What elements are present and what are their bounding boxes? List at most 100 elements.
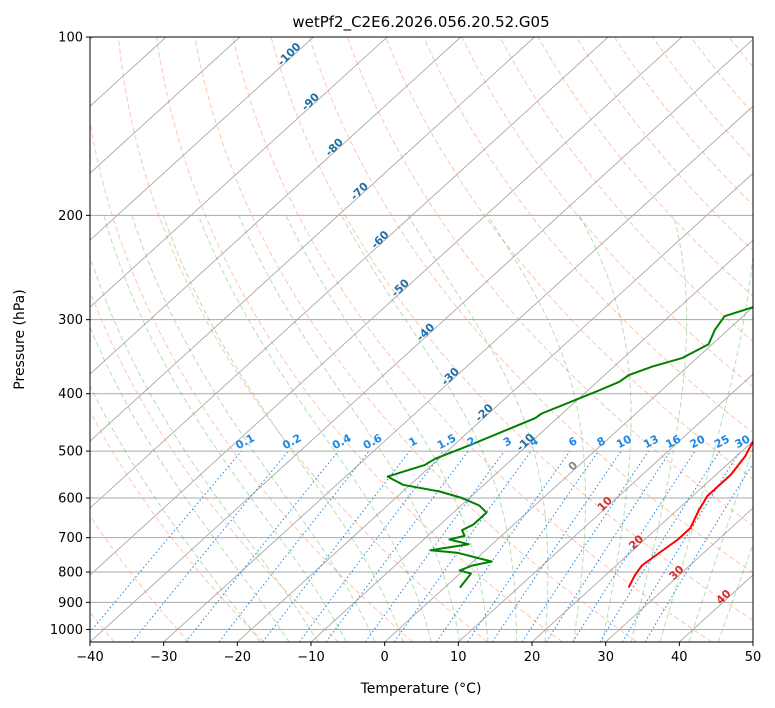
dry-adiabat-line (767, 37, 775, 642)
x-axis-label: Temperature (°C) (360, 681, 482, 697)
mixing-ratio-line (545, 450, 672, 642)
x-tick-label: 50 (745, 650, 762, 665)
chart-title: wetPf2_C2E6.2026.056.20.52.G05 (292, 13, 549, 32)
dry-adiabat-label: -100 (275, 40, 304, 69)
x-axis: −40 −30 −20 −10 0 10 20 30 40 50 (76, 642, 761, 665)
mixing-ratio-line (90, 450, 242, 633)
moist-adiabat-line (197, 215, 432, 642)
dry-adiabat-line (499, 37, 753, 343)
dry-adiabat-line (117, 37, 488, 642)
mixing-ratio-line (467, 450, 599, 642)
dewpoint-line (386, 306, 753, 589)
dry-adiabat-label: -30 (439, 365, 462, 388)
mixing-ratio-line (644, 462, 753, 642)
mixing-ratio-label: 0.4 (330, 431, 354, 452)
isotherm-line (310, 239, 753, 642)
mixing-ratio-label: 20 (688, 432, 708, 451)
mixing-ratio-label: 3 (501, 434, 514, 449)
isotherm-line (531, 440, 753, 642)
mixing-ratio-line (218, 450, 370, 642)
mixing-ratio-line (131, 450, 289, 642)
mixing-ratio-line (491, 450, 622, 642)
dry-adiabat-label: -90 (299, 90, 322, 113)
moist-adiabat-line (90, 325, 290, 642)
dry-adiabat-line (194, 37, 638, 642)
dry-adiabat-line (652, 37, 753, 161)
dry-adiabat-line (690, 37, 753, 115)
mixing-ratio-label: 10 (614, 432, 634, 451)
x-tick-label: −30 (150, 650, 177, 665)
temperature-line (627, 439, 753, 589)
moist-adiabat-line (162, 215, 404, 642)
moist-adiabat-line (341, 215, 517, 642)
moist-adiabat-line (688, 446, 753, 642)
x-tick-label: −10 (297, 650, 324, 665)
isotherm-line (90, 37, 388, 308)
moist-adiabat-line (103, 215, 347, 642)
mixing-ratio-line (572, 450, 696, 642)
moist-adiabat-line (90, 254, 319, 642)
mixing-ratio-label: 8 (595, 434, 608, 449)
x-tick-label: 0 (381, 650, 389, 665)
moist-adiabat-line (285, 215, 489, 642)
series-lines (386, 306, 753, 589)
moist-adiabat-line (578, 215, 632, 642)
mixing-ratio-label: 6 (566, 434, 579, 449)
mixing-ratio-label: 30 (733, 432, 753, 451)
y-tick-label: 100 (58, 31, 83, 46)
x-tick-label: 30 (597, 650, 614, 665)
dry-adiabat-line (156, 37, 563, 642)
moist-adiabat-line (659, 249, 753, 642)
dry-adiabat-line (90, 514, 190, 642)
y-tick-label: 300 (58, 313, 83, 328)
isotherm-line (90, 37, 683, 576)
dry-adiabat-label: -60 (368, 228, 391, 251)
isotherm-line (605, 507, 753, 642)
mixing-ratio-label: 13 (641, 432, 661, 451)
mixing-ratio-line (325, 450, 469, 642)
moist-adiabat-label: 30 (667, 562, 687, 582)
dry-adiabat-line (90, 410, 264, 642)
y-tick-label: 200 (58, 209, 83, 224)
isotherm-line (679, 574, 753, 642)
mixing-ratio-label: 0.1 (233, 431, 256, 452)
y-tick-label: 700 (58, 531, 83, 546)
moist-adiabat-label: 10 (595, 494, 615, 514)
isotherm-line (90, 37, 609, 509)
dry-adiabat-line (537, 37, 753, 297)
x-tick-label: 10 (450, 650, 467, 665)
moist-adiabat-line (407, 215, 549, 642)
mixing-ratio-line (435, 450, 571, 642)
moist-adiabat-label: 20 (626, 532, 646, 552)
isotherm-line (90, 37, 462, 375)
moist-adiabat-line (487, 215, 586, 642)
y-tick-label: 1000 (50, 623, 83, 638)
isotherm-line (384, 306, 753, 642)
moist-adiabat-label: 40 (714, 587, 734, 607)
isotherm-line (458, 373, 753, 642)
mixing-ratio-line (393, 450, 532, 642)
mixing-ratio-line (599, 450, 721, 642)
x-tick-label: −40 (76, 650, 103, 665)
isotherm-line (163, 105, 753, 642)
dry-adiabat-line (423, 37, 753, 434)
mixing-ratio-label: 16 (663, 432, 683, 451)
y-tick-label: 600 (58, 492, 83, 507)
mixing-ratio-line (521, 450, 650, 642)
y-tick-label: 400 (58, 387, 83, 402)
mixing-ratio-line (262, 450, 411, 642)
mixing-ratio-label: 1 (407, 434, 420, 449)
moist-adiabat-line (238, 215, 461, 642)
isotherm-line (752, 641, 753, 642)
mixing-ratio-line (621, 450, 741, 642)
dry-adiabat-line (728, 37, 753, 68)
dry-adiabat-line (575, 37, 753, 252)
isotherm-line (90, 37, 314, 241)
dry-adiabat-label: -50 (389, 276, 412, 299)
mixing-ratio-label: 0.2 (280, 431, 303, 452)
mixing-ratio-label: 0.6 (361, 431, 385, 452)
background-lines (90, 37, 775, 642)
dry-adiabat-line (346, 37, 753, 527)
dry-adiabat-line (308, 37, 753, 574)
